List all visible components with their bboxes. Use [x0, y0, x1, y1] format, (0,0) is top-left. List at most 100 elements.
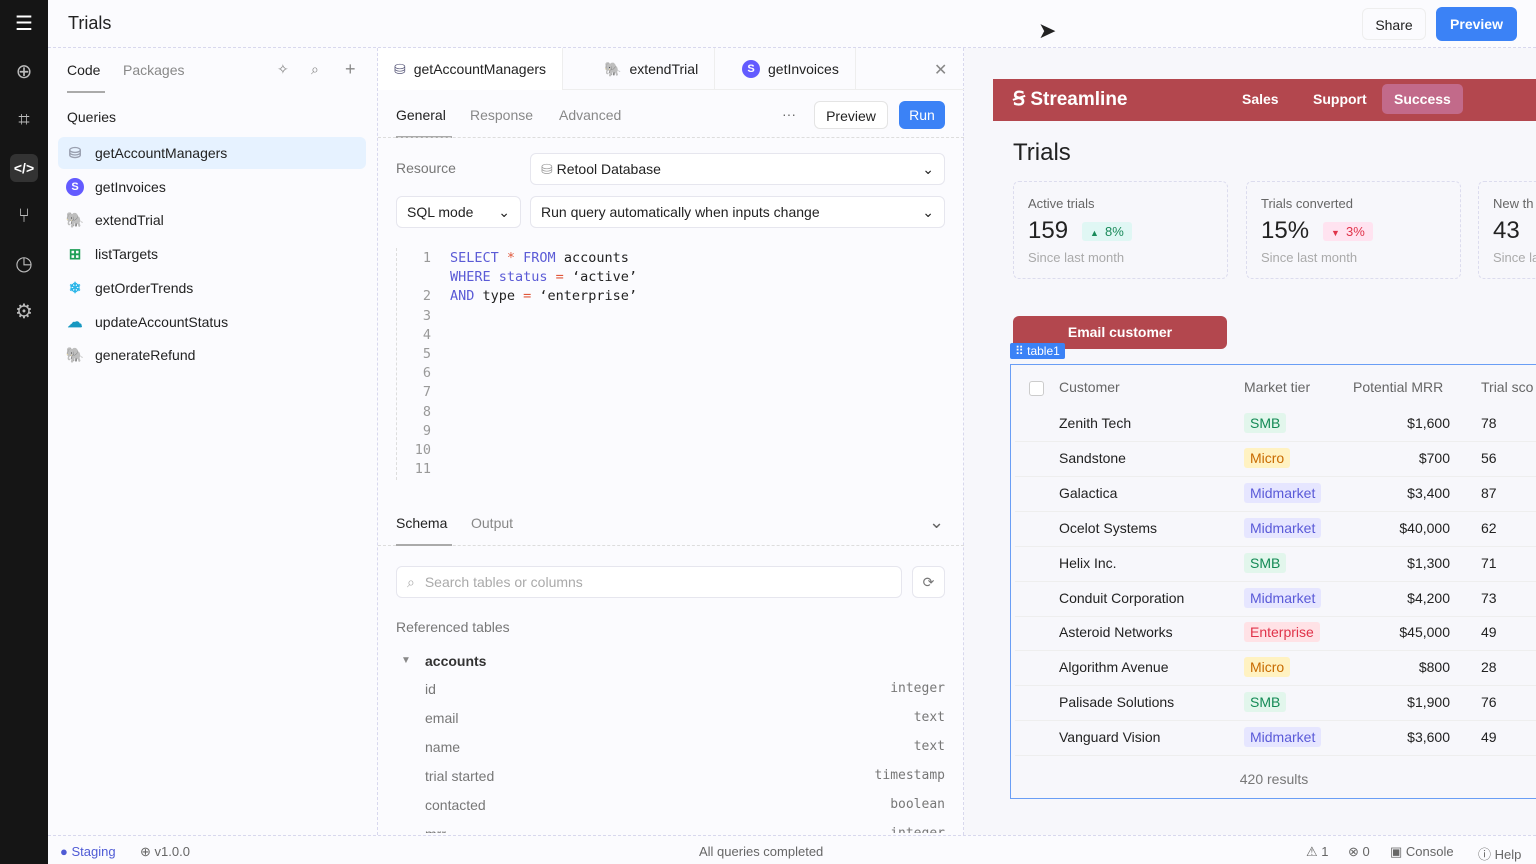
more-icon[interactable]: ··· [782, 106, 796, 122]
schema-column[interactable]: trial started timestamp [425, 768, 945, 784]
schema-column[interactable]: id integer [425, 681, 945, 697]
caret-down-icon[interactable]: ▼ [401, 655, 411, 666]
stat-card: Trials converted 15% ▼ 3% Since last month [1246, 181, 1461, 279]
pin-icon[interactable]: ✧ [277, 61, 289, 77]
table-row[interactable]: Helix Inc. SMB $1,300 71 [1015, 547, 1536, 582]
preview-button[interactable]: Preview [1436, 7, 1517, 41]
stat-label: Active trials [1028, 196, 1095, 211]
settings-icon[interactable]: ⚙ [15, 301, 33, 323]
table-row[interactable]: Zenith Tech SMB $1,600 78 [1015, 407, 1536, 442]
table-row[interactable]: Algorithm Avenue Micro $800 28 [1015, 651, 1536, 687]
history-icon[interactable]: ◷ [15, 253, 33, 275]
query-item[interactable]: ❄ getOrderTrends [58, 272, 366, 304]
help-button[interactable]: ⓘ Help [1478, 844, 1521, 863]
query-item[interactable]: ☁ updateAccountStatus [58, 306, 366, 338]
table-row[interactable]: Conduit Corporation Midmarket $4,200 73 [1015, 582, 1536, 617]
cell-market-tier: Micro [1244, 657, 1291, 678]
search-icon[interactable]: ⌕ [311, 61, 319, 77]
schema-column[interactable]: contacted boolean [425, 797, 945, 813]
tab-output[interactable]: Output [471, 515, 514, 531]
help-icon: ⓘ [1478, 847, 1495, 862]
cell-market-tier: Midmarket [1244, 727, 1322, 748]
stripe-icon: S [742, 60, 760, 78]
tab-response[interactable]: Response [470, 107, 534, 123]
editor-tab[interactable]: ⛁ getAccountManagers [378, 48, 564, 90]
warnings[interactable]: ⚠ 1 [1306, 844, 1329, 860]
schema-table-name[interactable]: accounts [425, 653, 487, 669]
cell-market-tier: Midmarket [1244, 482, 1322, 503]
query-name: getAccountManagers [95, 145, 228, 161]
tab-schema[interactable]: Schema [396, 515, 448, 531]
line-number: 11 [414, 461, 431, 478]
tab-advanced[interactable]: Advanced [559, 107, 622, 123]
header-potential-mrr[interactable]: Potential MRR [1353, 379, 1444, 395]
table-row[interactable]: Asteroid Networks Enterprise $45,000 49 [1015, 616, 1536, 652]
schema-column[interactable]: mrr integer [425, 826, 945, 834]
editor-tab-label: getInvoices [768, 61, 839, 77]
trigger-select[interactable]: Run query automatically when inputs chan… [530, 196, 945, 228]
branch-icon[interactable]: ⑂ [18, 205, 30, 227]
table-row[interactable]: Sandstone Micro $700 56 [1015, 442, 1536, 477]
header-customer[interactable]: Customer [1059, 379, 1120, 395]
refresh-button[interactable]: ⟳ [912, 566, 945, 598]
share-button[interactable]: Share [1362, 8, 1426, 40]
header-market-tier[interactable]: Market tier [1244, 379, 1311, 395]
nav-item-success[interactable]: Success [1382, 84, 1463, 114]
query-item[interactable]: ⊞ listTargets [58, 238, 366, 270]
sql-editor[interactable]: 1 2 3 4 5 6 7 8 9 10 11 SELECT * FROM accounts WHERE… [396, 248, 944, 480]
stat-card: Active trials 159 ▲ 8% Since last month [1013, 181, 1228, 279]
table-row[interactable]: Galactica Midmarket $3,400 87 [1015, 477, 1536, 512]
query-item[interactable]: 🐘 generateRefund [58, 339, 366, 371]
schema-search-input[interactable]: ⌕ Search tables or columns [396, 566, 902, 598]
mode-select[interactable]: SQL mode ⌄ [396, 196, 521, 228]
warnings-count: 1 [1321, 844, 1329, 859]
line-number: 9 [422, 422, 431, 439]
collapse-chevron-icon[interactable]: ⌄ [929, 512, 945, 532]
query-name: listTargets [95, 246, 159, 263]
add-query-icon[interactable]: + [345, 59, 356, 79]
close-icon[interactable]: ✕ [934, 62, 948, 79]
cell-potential-mrr: $1,600 [1407, 415, 1450, 431]
cell-market-tier: Midmarket [1244, 587, 1322, 608]
table-row[interactable]: Palisade Solutions SMB $1,900 76 [1015, 686, 1536, 722]
code-token: ‘active’ [571, 269, 637, 286]
errors[interactable]: ⊗ 0 [1348, 844, 1370, 860]
environment-selector[interactable]: ● Staging [60, 844, 116, 859]
schema-column[interactable]: name text [425, 739, 945, 755]
version[interactable]: ⊕ v1.0.0 [140, 844, 190, 860]
streamline-logo: Ꞩ Streamline [1013, 88, 1128, 111]
table-row[interactable]: Vanguard Vision Midmarket $3,600 49 [1015, 721, 1536, 757]
query-item[interactable]: ⛁ getAccountManagers [58, 137, 366, 169]
console-button[interactable]: ▣ Console [1390, 844, 1454, 860]
add-icon[interactable]: ⊕ [15, 61, 33, 83]
tab-packages[interactable]: Packages [123, 62, 185, 78]
editor-tab[interactable]: 🐘 extendTrial [588, 48, 716, 90]
code-token: * [498, 250, 524, 266]
select-all-checkbox[interactable] [1029, 381, 1044, 396]
column-name: contacted [425, 796, 486, 813]
query-preview-button[interactable]: Preview [814, 101, 888, 129]
nav-item-support[interactable]: Support [1313, 91, 1367, 107]
column-name: id [425, 681, 436, 697]
query-item[interactable]: 🐘 extendTrial [58, 204, 366, 236]
cell-customer: Conduit Corporation [1059, 589, 1185, 606]
header-trial-score[interactable]: Trial sco [1481, 379, 1534, 395]
stat-sub: Since last month [1028, 250, 1125, 265]
code-icon[interactable]: </> [10, 154, 38, 182]
resource-select[interactable]: ⛁ Retool Database ⌄ [530, 153, 945, 185]
cell-customer: Zenith Tech [1059, 415, 1132, 431]
run-button[interactable]: Run [899, 101, 945, 129]
table-row[interactable]: Ocelot Systems Midmarket $40,000 62 [1015, 512, 1536, 547]
column-type: text [913, 709, 945, 725]
code-line: SELECT * FROM accounts [450, 250, 629, 266]
tab-code[interactable]: Code [67, 62, 101, 78]
tab-general[interactable]: General [396, 107, 446, 123]
schema-column[interactable]: email text [425, 710, 945, 726]
stat-value-row: 43 [1493, 217, 1536, 245]
components-icon[interactable]: ⌗ [18, 109, 30, 131]
code-token: AND [450, 288, 475, 305]
editor-tab-label: extendTrial [629, 61, 699, 77]
nav-item-sales[interactable]: Sales [1242, 91, 1279, 107]
